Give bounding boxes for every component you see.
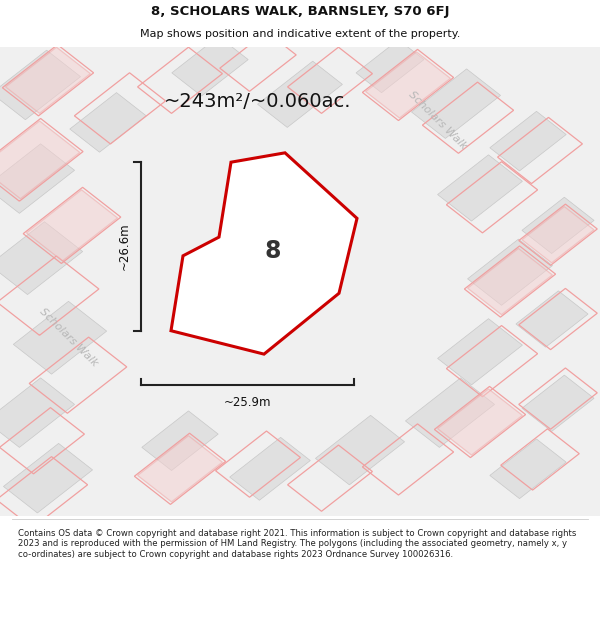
Polygon shape bbox=[406, 378, 494, 448]
Polygon shape bbox=[522, 198, 594, 254]
Text: Scholars Walk: Scholars Walk bbox=[407, 89, 469, 151]
Polygon shape bbox=[171, 153, 357, 354]
Polygon shape bbox=[26, 190, 118, 261]
Text: 8, SCHOLARS WALK, BARNSLEY, S70 6FJ: 8, SCHOLARS WALK, BARNSLEY, S70 6FJ bbox=[151, 5, 449, 18]
Polygon shape bbox=[0, 50, 80, 120]
Polygon shape bbox=[522, 375, 594, 431]
Polygon shape bbox=[257, 61, 343, 127]
Polygon shape bbox=[365, 52, 451, 118]
Polygon shape bbox=[137, 436, 223, 502]
Polygon shape bbox=[172, 36, 248, 96]
Polygon shape bbox=[522, 207, 594, 263]
Polygon shape bbox=[0, 144, 74, 213]
Text: Map shows position and indicative extent of the property.: Map shows position and indicative extent… bbox=[140, 29, 460, 39]
Polygon shape bbox=[467, 239, 553, 305]
Text: ~26.6m: ~26.6m bbox=[118, 222, 131, 270]
Polygon shape bbox=[437, 155, 523, 221]
Polygon shape bbox=[0, 378, 74, 448]
Polygon shape bbox=[142, 411, 218, 471]
Polygon shape bbox=[437, 319, 523, 385]
Polygon shape bbox=[437, 389, 523, 455]
Polygon shape bbox=[490, 111, 566, 171]
Text: Scholars Walk: Scholars Walk bbox=[38, 307, 100, 369]
Polygon shape bbox=[5, 47, 91, 113]
Text: Contains OS data © Crown copyright and database right 2021. This information is : Contains OS data © Crown copyright and d… bbox=[18, 529, 577, 559]
Text: 8: 8 bbox=[265, 239, 281, 263]
Polygon shape bbox=[516, 291, 588, 347]
Text: ~243m²/~0.060ac.: ~243m²/~0.060ac. bbox=[164, 92, 352, 111]
Polygon shape bbox=[316, 416, 404, 485]
Polygon shape bbox=[0, 222, 83, 294]
Polygon shape bbox=[70, 92, 146, 152]
Polygon shape bbox=[230, 438, 310, 500]
Polygon shape bbox=[467, 249, 553, 314]
Polygon shape bbox=[13, 301, 107, 374]
Polygon shape bbox=[4, 443, 92, 513]
Polygon shape bbox=[0, 121, 80, 199]
Polygon shape bbox=[356, 40, 424, 92]
Polygon shape bbox=[490, 439, 566, 499]
Polygon shape bbox=[412, 69, 500, 138]
Text: ~25.9m: ~25.9m bbox=[224, 396, 271, 409]
